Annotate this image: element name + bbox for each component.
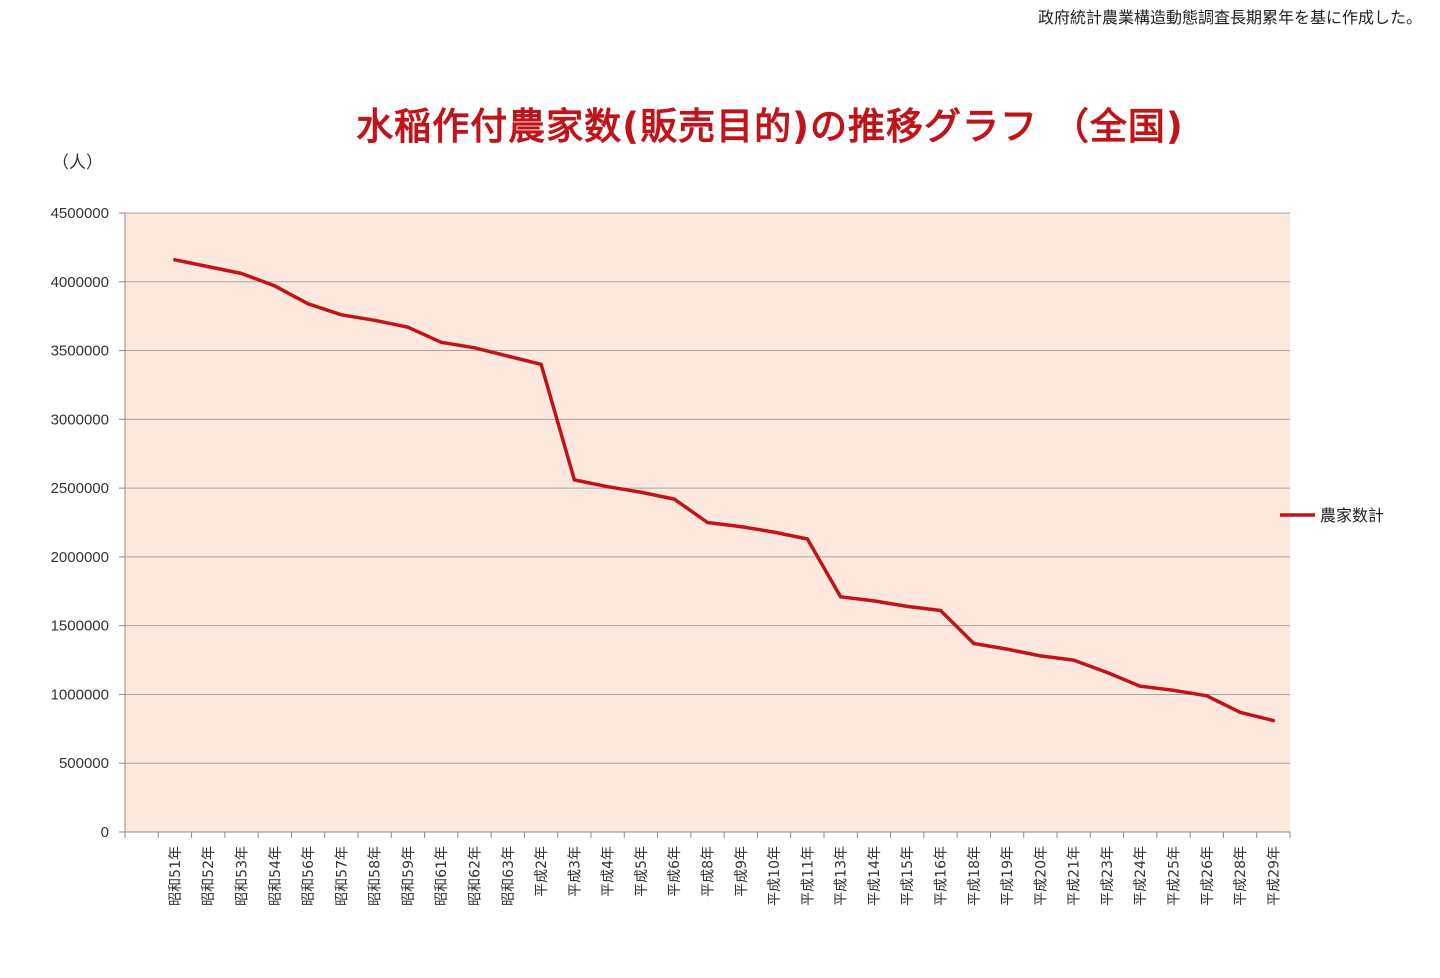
data-point	[1171, 688, 1176, 692]
x-tick-label: 昭和58年	[368, 846, 384, 906]
y-tick-label: 0	[101, 824, 109, 841]
data-point	[905, 604, 909, 609]
x-tick-label: 昭和52年	[201, 846, 217, 906]
source-note: 政府統計農業構造動態調査長期累年を基に作成した。	[1037, 8, 1422, 27]
data-point	[839, 595, 843, 599]
x-tick-label: 平成15年	[900, 846, 916, 906]
data-point	[1205, 694, 1209, 698]
y-tick-label: 1500000	[51, 618, 109, 635]
x-tick-label: 平成4年	[601, 846, 617, 897]
x-tick-label: 昭和63年	[501, 846, 517, 906]
data-point	[472, 346, 477, 350]
y-tick-label: 4000000	[51, 274, 109, 291]
data-point	[639, 490, 643, 494]
x-tick-label: 平成24年	[1133, 846, 1149, 906]
data-point	[739, 525, 743, 529]
x-tick-label: 平成21年	[1067, 846, 1083, 906]
data-point	[672, 497, 676, 501]
x-tick-label: 昭和62年	[468, 846, 484, 906]
x-tick-label: 平成19年	[1000, 846, 1016, 906]
x-tick-label: 平成11年	[800, 846, 816, 906]
data-point	[606, 485, 610, 489]
data-point	[572, 478, 576, 482]
y-tick-label: 3500000	[51, 343, 109, 360]
data-point	[1038, 654, 1042, 658]
x-tick-label: 平成9年	[734, 846, 750, 897]
data-point	[1072, 658, 1076, 662]
data-point	[1238, 710, 1242, 714]
x-tick-label: 平成8年	[701, 846, 717, 897]
data-point	[506, 354, 510, 358]
data-point	[1105, 670, 1109, 675]
legend-label: 農家数計	[1320, 506, 1384, 525]
data-point	[805, 537, 809, 541]
x-tick-label: 平成5年	[634, 846, 650, 897]
series-layer	[173, 258, 1276, 723]
x-tick-label: 昭和54年	[268, 846, 284, 906]
x-tick-label: 昭和53年	[235, 846, 251, 906]
x-tick-label: 平成13年	[834, 846, 850, 906]
x-tick-label: 昭和57年	[334, 846, 350, 906]
data-point	[772, 530, 776, 534]
data-point	[373, 318, 377, 322]
data-point	[406, 325, 410, 329]
data-point	[705, 520, 710, 525]
data-point	[173, 258, 177, 262]
x-tick-label: 平成20年	[1033, 846, 1049, 906]
x-axis-ticks: 昭和51年 昭和52年 昭和53年 昭和54年 昭和56年 昭和57年 昭和58年 昭和59年…	[124, 832, 1291, 906]
data-point	[339, 313, 343, 317]
y-tick-label: 4500000	[51, 205, 109, 222]
gridlines	[125, 212, 1290, 764]
y-tick-label: 2500000	[51, 480, 109, 497]
data-point	[872, 599, 876, 603]
x-tick-label: 昭和56年	[301, 846, 317, 906]
x-tick-label: 昭和59年	[401, 846, 417, 906]
y-tick-label: 3000000	[51, 411, 109, 428]
y-tick-label: 2000000	[51, 549, 109, 566]
data-point	[938, 608, 943, 613]
x-tick-label: 平成28年	[1233, 846, 1249, 906]
data-point	[1271, 718, 1275, 723]
axes	[124, 213, 1290, 833]
data-point	[206, 265, 210, 269]
x-tick-label: 平成16年	[934, 846, 950, 906]
y-axis-ticks: 0 500000 1000000 1500000 2000000 2500000 30000…	[51, 205, 125, 841]
legend: 農家数計	[1280, 506, 1384, 525]
data-point	[439, 340, 443, 344]
data-point	[1138, 684, 1142, 688]
x-tick-label: 平成29年	[1266, 846, 1282, 906]
x-tick-label: 平成18年	[967, 846, 983, 906]
chart-title: 水稲作付農家数(販売目的)の推移グラフ （全国)	[356, 105, 1184, 148]
x-tick-label: 平成14年	[867, 846, 883, 906]
data-point	[273, 284, 277, 288]
x-tick-label: 昭和51年	[168, 846, 184, 906]
data-point	[239, 271, 244, 276]
y-tick-label: 500000	[59, 755, 109, 772]
x-tick-label: 平成3年	[567, 846, 583, 897]
data-point	[972, 641, 976, 646]
x-tick-label: 平成2年	[534, 846, 550, 897]
x-tick-label: 平成6年	[667, 846, 683, 897]
data-point	[1005, 647, 1009, 651]
y-axis-unit-label: （人）	[52, 153, 103, 173]
data-point	[539, 362, 543, 366]
series-line	[173, 258, 1276, 723]
x-tick-label: 昭和61年	[434, 846, 450, 906]
x-tick-label: 平成25年	[1167, 846, 1183, 906]
x-tick-label: 平成10年	[767, 846, 783, 906]
x-tick-label: 平成26年	[1200, 846, 1216, 906]
y-tick-label: 1000000	[51, 686, 109, 703]
data-point	[306, 302, 310, 306]
x-tick-label: 平成23年	[1100, 846, 1116, 906]
